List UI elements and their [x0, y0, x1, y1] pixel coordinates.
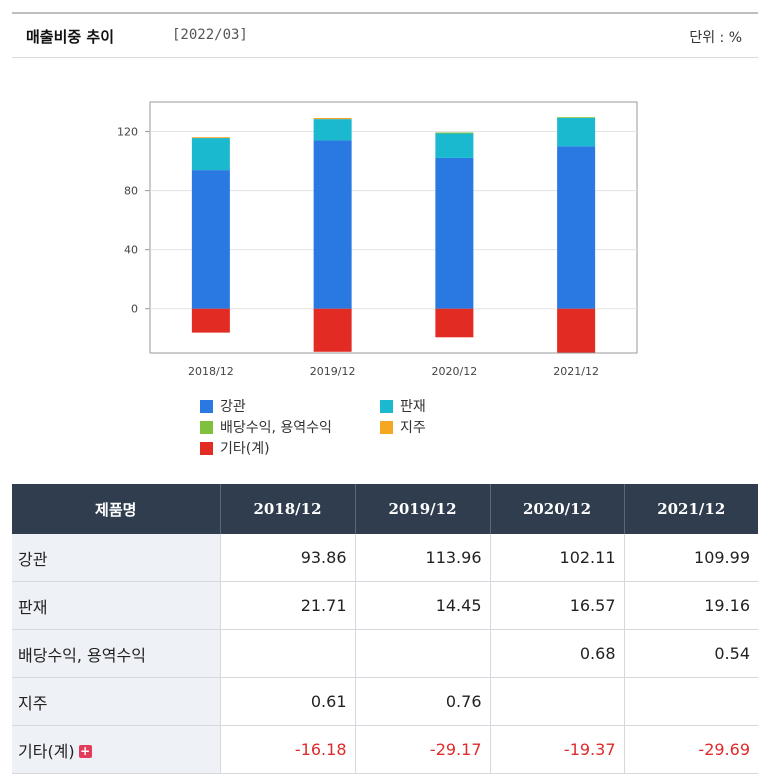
- legend-label: 지주: [400, 420, 426, 436]
- bar-segment: [435, 308, 474, 338]
- x-tick-label: 2018/12: [188, 365, 234, 378]
- period-label: [2022/03]: [172, 27, 248, 43]
- legend-swatch: [200, 399, 213, 413]
- legend-swatch: [200, 420, 213, 434]
- table-cell: 0.61: [220, 677, 356, 726]
- bar-segment: [313, 308, 352, 352]
- row-name-label: 지주: [18, 693, 48, 713]
- legend-label: 배당수익, 용역수익: [220, 420, 332, 436]
- bar-segment: [557, 117, 596, 119]
- table-cell: [220, 629, 356, 678]
- table-cell: [490, 677, 625, 726]
- expand-plus-icon[interactable]: +: [78, 743, 92, 758]
- legend-item: 판재: [380, 396, 426, 416]
- legend-swatch: [380, 420, 393, 434]
- x-tick-label: 2021/12: [553, 365, 599, 378]
- table-cell: [624, 677, 758, 726]
- row-name: 강관: [12, 534, 221, 582]
- table-cell: -29.69: [624, 725, 758, 774]
- table-cell: 102.11: [490, 534, 625, 582]
- table-cell: 109.99: [624, 534, 758, 582]
- bar-segment: [557, 118, 596, 147]
- table-cell: 14.45: [355, 581, 491, 630]
- column-header: 2021/12: [624, 484, 758, 534]
- table-cell: 0.68: [490, 629, 625, 678]
- table-cell: 21.71: [220, 581, 356, 630]
- y-tick-label: 120: [117, 126, 138, 139]
- bar-segment: [557, 146, 596, 309]
- table-cell: 113.96: [355, 534, 491, 582]
- legend-item: 지주: [380, 417, 426, 437]
- column-header: 2019/12: [355, 484, 491, 534]
- legend-label: 판재: [400, 399, 426, 415]
- bar-segment: [435, 157, 474, 309]
- bar-segment: [191, 308, 230, 333]
- table-cell: 0.54: [624, 629, 758, 678]
- column-header: 2018/12: [220, 484, 356, 534]
- bar-segment: [313, 140, 352, 309]
- table-cell: -19.37: [490, 725, 625, 774]
- row-name-label: 기타(계): [18, 741, 75, 761]
- bar-segment: [191, 137, 230, 139]
- bar-segment: [191, 138, 230, 171]
- sales-share-table: 제품명 2018/12 2019/12 2020/12 2021/12 강관 93.86 1…: [12, 484, 758, 774]
- table-row: 판재 21.71 14.45 16.57 19.16: [12, 581, 758, 630]
- table-row: 강관 93.86 113.96 102.11 109.99: [12, 534, 758, 582]
- table-cell: [355, 629, 491, 678]
- table-cell: -16.18: [220, 725, 356, 774]
- table-cell: 19.16: [624, 581, 758, 630]
- row-name: 지주: [12, 677, 221, 726]
- bar-segment: [435, 132, 474, 134]
- row-name-label: 판재: [18, 597, 48, 617]
- x-tick-label: 2020/12: [432, 365, 478, 378]
- table-row: 배당수익, 용역수익 0.68 0.54: [12, 629, 758, 678]
- bar-segment: [557, 308, 596, 353]
- stacked-bar-chart: 0 40 80 120 2018/12 2019/12 2020/12 2021/12: [117, 101, 638, 378]
- legend-label: 기타(계): [220, 441, 270, 457]
- y-tick-label: 0: [131, 303, 138, 316]
- legend-item: 강관: [200, 396, 246, 416]
- unit-label: 단위 : %: [689, 30, 742, 46]
- table-header-row: 제품명 2018/12 2019/12 2020/12 2021/12: [12, 484, 758, 534]
- bar-segment: [313, 117, 352, 120]
- y-tick-label: 40: [124, 244, 138, 257]
- legend-item: 배당수익, 용역수익: [200, 417, 332, 437]
- row-name-label: 강관: [18, 549, 48, 569]
- bar-segment: [191, 170, 230, 309]
- table-cell: 93.86: [220, 534, 356, 582]
- legend-swatch: [200, 441, 213, 455]
- plot-area: [149, 101, 638, 354]
- row-name: 배당수익, 용역수익: [12, 629, 221, 678]
- x-tick-label: 2019/12: [310, 365, 356, 378]
- row-name-label: 배당수익, 용역수익: [18, 645, 146, 665]
- section-header: 매출비중 추이 [2022/03] 단위 : %: [12, 12, 758, 58]
- legend-item: 기타(계): [200, 438, 270, 458]
- legend-label: 강관: [220, 399, 246, 415]
- table-row: 기타(계) + -16.18 -29.17 -19.37 -29.69: [12, 725, 758, 774]
- legend-swatch: [380, 399, 393, 413]
- bar-segment: [313, 119, 352, 141]
- section-title: 매출비중 추이: [26, 28, 115, 46]
- column-header: 2020/12: [490, 484, 625, 534]
- table-cell: 0.76: [355, 677, 491, 726]
- column-header-name: 제품명: [12, 484, 221, 534]
- table-row: 지주 0.61 0.76: [12, 677, 758, 726]
- y-tick-label: 80: [124, 185, 138, 198]
- bar-segment: [435, 133, 474, 158]
- table-cell: -29.17: [355, 725, 491, 774]
- row-name: 기타(계) +: [12, 725, 221, 774]
- row-name: 판재: [12, 581, 221, 630]
- table-cell: 16.57: [490, 581, 625, 630]
